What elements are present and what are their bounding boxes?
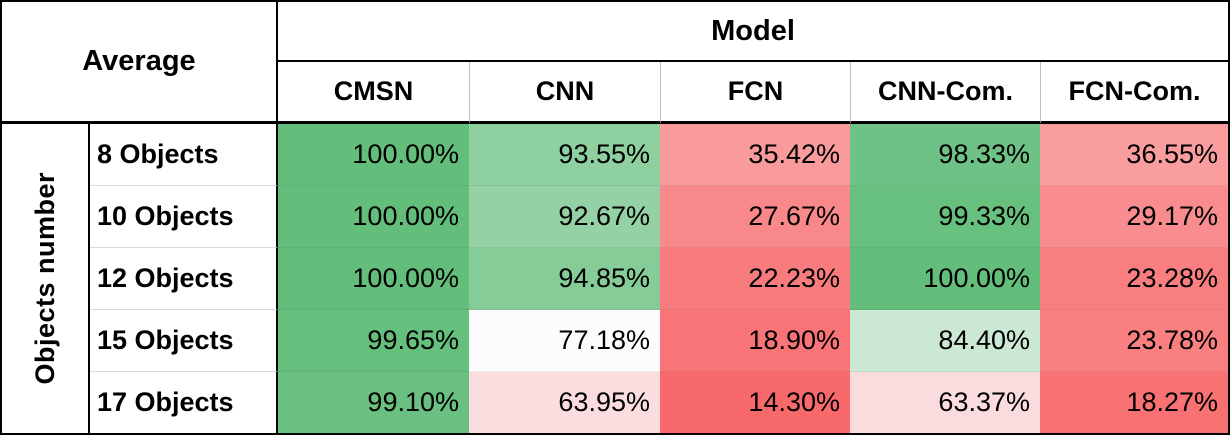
data-cell: 94.85%: [469, 248, 660, 310]
data-cell: 93.55%: [469, 124, 660, 186]
column-header-label: CNN: [535, 76, 595, 106]
column-header-cnn-com: CNN-Com.: [850, 62, 1040, 124]
data-cell: 99.10%: [278, 372, 469, 433]
data-cell: 100.00%: [278, 124, 469, 186]
row-group-label: Objects number: [29, 172, 60, 385]
data-cell: 23.28%: [1040, 248, 1228, 310]
row-label-12-objects: 12 Objects: [90, 248, 278, 310]
column-header-label: CNN-Com.: [878, 76, 1013, 106]
cell-value: 77.18%: [558, 325, 650, 355]
cell-value: 35.42%: [748, 139, 840, 169]
cell-value: 63.95%: [558, 387, 650, 417]
column-group-header-model: Model: [278, 2, 1228, 62]
data-cell: 100.00%: [278, 186, 469, 248]
row-label-text: 10 Objects: [97, 201, 234, 231]
data-cell: 77.18%: [469, 310, 660, 372]
cell-value: 93.55%: [558, 139, 650, 169]
data-cell: 18.90%: [660, 310, 850, 372]
cell-value: 100.00%: [352, 139, 459, 169]
data-cell: 92.67%: [469, 186, 660, 248]
data-cell: 36.55%: [1040, 124, 1228, 186]
data-cell: 84.40%: [850, 310, 1040, 372]
column-header-label: CMSN: [333, 76, 414, 106]
row-label-text: 17 Objects: [97, 387, 234, 417]
cell-value: 63.37%: [938, 387, 1030, 417]
corner-header-label: Average: [82, 45, 196, 77]
cell-value: 23.78%: [1126, 325, 1218, 355]
column-header-label: FCN: [727, 76, 784, 106]
cell-value: 23.28%: [1126, 263, 1218, 293]
cell-value: 36.55%: [1126, 139, 1218, 169]
data-cell: 22.23%: [660, 248, 850, 310]
cell-value: 100.00%: [352, 263, 459, 293]
row-label-text: 15 Objects: [97, 325, 234, 355]
row-label-17-objects: 17 Objects: [90, 372, 278, 433]
column-header-fcn: FCN: [660, 62, 850, 124]
data-cell: 63.95%: [469, 372, 660, 433]
cell-value: 18.27%: [1126, 387, 1218, 417]
row-label-text: 8 Objects: [97, 139, 219, 169]
cell-value: 22.23%: [748, 263, 840, 293]
cell-value: 84.40%: [938, 325, 1030, 355]
data-cell: 27.67%: [660, 186, 850, 248]
column-header-label: FCN-Com.: [1068, 76, 1201, 106]
data-cell: 98.33%: [850, 124, 1040, 186]
data-cell: 63.37%: [850, 372, 1040, 433]
cell-value: 92.67%: [558, 201, 650, 231]
column-header-cmsn: CMSN: [278, 62, 469, 124]
data-cell: 29.17%: [1040, 186, 1228, 248]
column-header-cnn: CNN: [469, 62, 660, 124]
row-label-text: 12 Objects: [97, 263, 234, 293]
cell-value: 99.10%: [367, 387, 459, 417]
data-cell: 35.42%: [660, 124, 850, 186]
data-cell: 100.00%: [850, 248, 1040, 310]
cell-value: 100.00%: [352, 201, 459, 231]
cell-value: 29.17%: [1126, 201, 1218, 231]
model-header-label: Model: [711, 14, 795, 47]
data-cell: 99.33%: [850, 186, 1040, 248]
data-cell: 100.00%: [278, 248, 469, 310]
data-cell: 23.78%: [1040, 310, 1228, 372]
data-cell: 14.30%: [660, 372, 850, 433]
cell-value: 94.85%: [558, 263, 650, 293]
cell-value: 18.90%: [748, 325, 840, 355]
data-cell: 18.27%: [1040, 372, 1228, 433]
cell-value: 99.33%: [938, 201, 1030, 231]
cell-value: 98.33%: [938, 139, 1030, 169]
row-label-15-objects: 15 Objects: [90, 310, 278, 372]
row-label-8-objects: 8 Objects: [90, 124, 278, 186]
corner-header-average: Average: [2, 2, 278, 124]
data-cell: 99.65%: [278, 310, 469, 372]
cell-value: 14.30%: [748, 387, 840, 417]
row-label-10-objects: 10 Objects: [90, 186, 278, 248]
cell-value: 100.00%: [923, 263, 1030, 293]
cell-value: 99.65%: [367, 325, 459, 355]
column-header-fcn-com: FCN-Com.: [1040, 62, 1228, 124]
cell-value: 27.67%: [748, 201, 840, 231]
row-group-header-objects-number: Objects number: [2, 124, 90, 433]
